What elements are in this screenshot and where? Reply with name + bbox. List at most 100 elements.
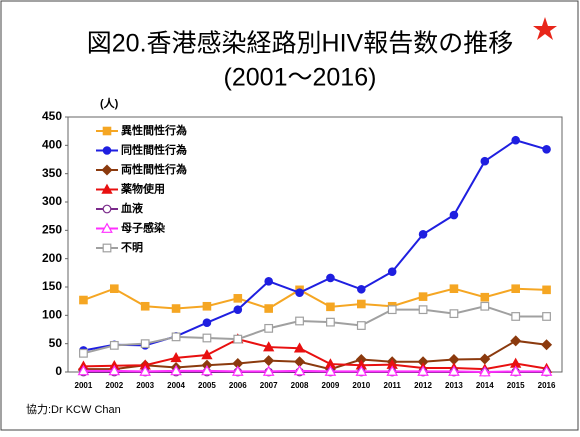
legend-label: 異性間性行為 [121,123,187,137]
x-tick-label: 2012 [414,381,432,390]
marker [295,288,304,297]
marker [509,365,522,376]
marker [449,284,459,293]
marker [171,332,181,342]
marker [102,204,112,214]
marker [233,334,243,344]
y-tick-label: 350 [42,166,62,180]
marker [542,145,551,154]
marker [293,342,306,353]
marker [201,349,213,360]
marker [101,183,113,194]
marker [417,365,429,376]
x-tick-label: 2005 [198,381,216,390]
marker [480,292,490,302]
y-tick-label: 200 [42,251,62,265]
legend-label: 両性間性行為 [121,162,187,176]
x-tick-label: 2004 [167,381,185,390]
marker [511,135,520,145]
star-icon [533,17,557,40]
marker [295,316,304,326]
chart-subtitle: (2001～2016) [224,64,377,92]
x-tick-label: 2001 [75,381,93,390]
x-tick-label: 2003 [136,381,154,390]
marker [542,285,551,295]
marker [418,292,428,301]
marker [326,273,335,283]
legend-label: 同性間性行為 [121,142,187,156]
x-tick-label: 2016 [538,381,556,390]
marker [449,309,459,319]
marker [233,305,243,314]
x-tick-label: 2006 [229,381,247,390]
marker [355,365,368,376]
marker [386,365,399,376]
marker [110,284,119,293]
marker [448,365,460,376]
marker [262,365,275,376]
marker [101,164,113,176]
y-tick-label: 450 [42,109,62,123]
marker [233,294,243,303]
marker [387,305,397,315]
marker [356,321,366,330]
x-tick-label: 2010 [352,381,370,390]
marker [324,365,337,376]
marker [140,301,150,311]
marker [101,222,113,233]
marker [449,210,459,220]
marker [109,340,119,350]
x-tick-label: 2011 [384,381,402,390]
marker [540,365,553,376]
marker [108,364,121,376]
x-tick-label: 2008 [291,381,309,390]
x-tick-label: 2002 [105,381,123,390]
marker [387,267,397,277]
series-line [83,305,547,355]
y-tick-label: 100 [42,308,62,322]
marker [77,364,90,376]
legend-label: 不明 [121,241,143,254]
marker [102,146,112,155]
marker [293,364,306,376]
marker [326,302,335,312]
marker [418,305,428,315]
marker [418,230,428,239]
footnote: 協力:Dr KCW Chan [26,403,121,416]
marker [480,156,490,166]
x-tick-label: 2009 [322,381,340,390]
x-tick-label: 2014 [476,381,494,390]
marker [542,312,551,321]
marker [264,277,273,286]
marker [511,312,521,321]
series-line [83,339,547,371]
y-tick-label: 300 [42,194,62,208]
marker [263,341,275,352]
marker [231,365,244,376]
legend-label: 血液 [121,201,144,215]
marker [478,365,491,377]
marker [510,335,522,347]
chart-title: 図20.香港感染経路別HIV報告数の推移 [87,30,513,58]
marker [357,284,366,294]
x-tick-label: 2015 [507,381,525,390]
marker [480,301,490,311]
marker [79,348,88,358]
marker [171,304,181,313]
marker [102,126,112,136]
marker [541,339,553,351]
marker [170,352,182,363]
marker [140,339,150,349]
y-tick-label: 150 [42,279,62,293]
marker [79,295,88,305]
marker [202,333,212,343]
marker [139,365,152,376]
marker [202,318,212,328]
series-line [83,369,547,374]
y-axis-label: (人) [100,96,119,110]
y-tick-label: 50 [49,336,63,350]
series-line [83,338,547,371]
y-tick-label: 0 [55,364,62,378]
marker [264,304,273,313]
